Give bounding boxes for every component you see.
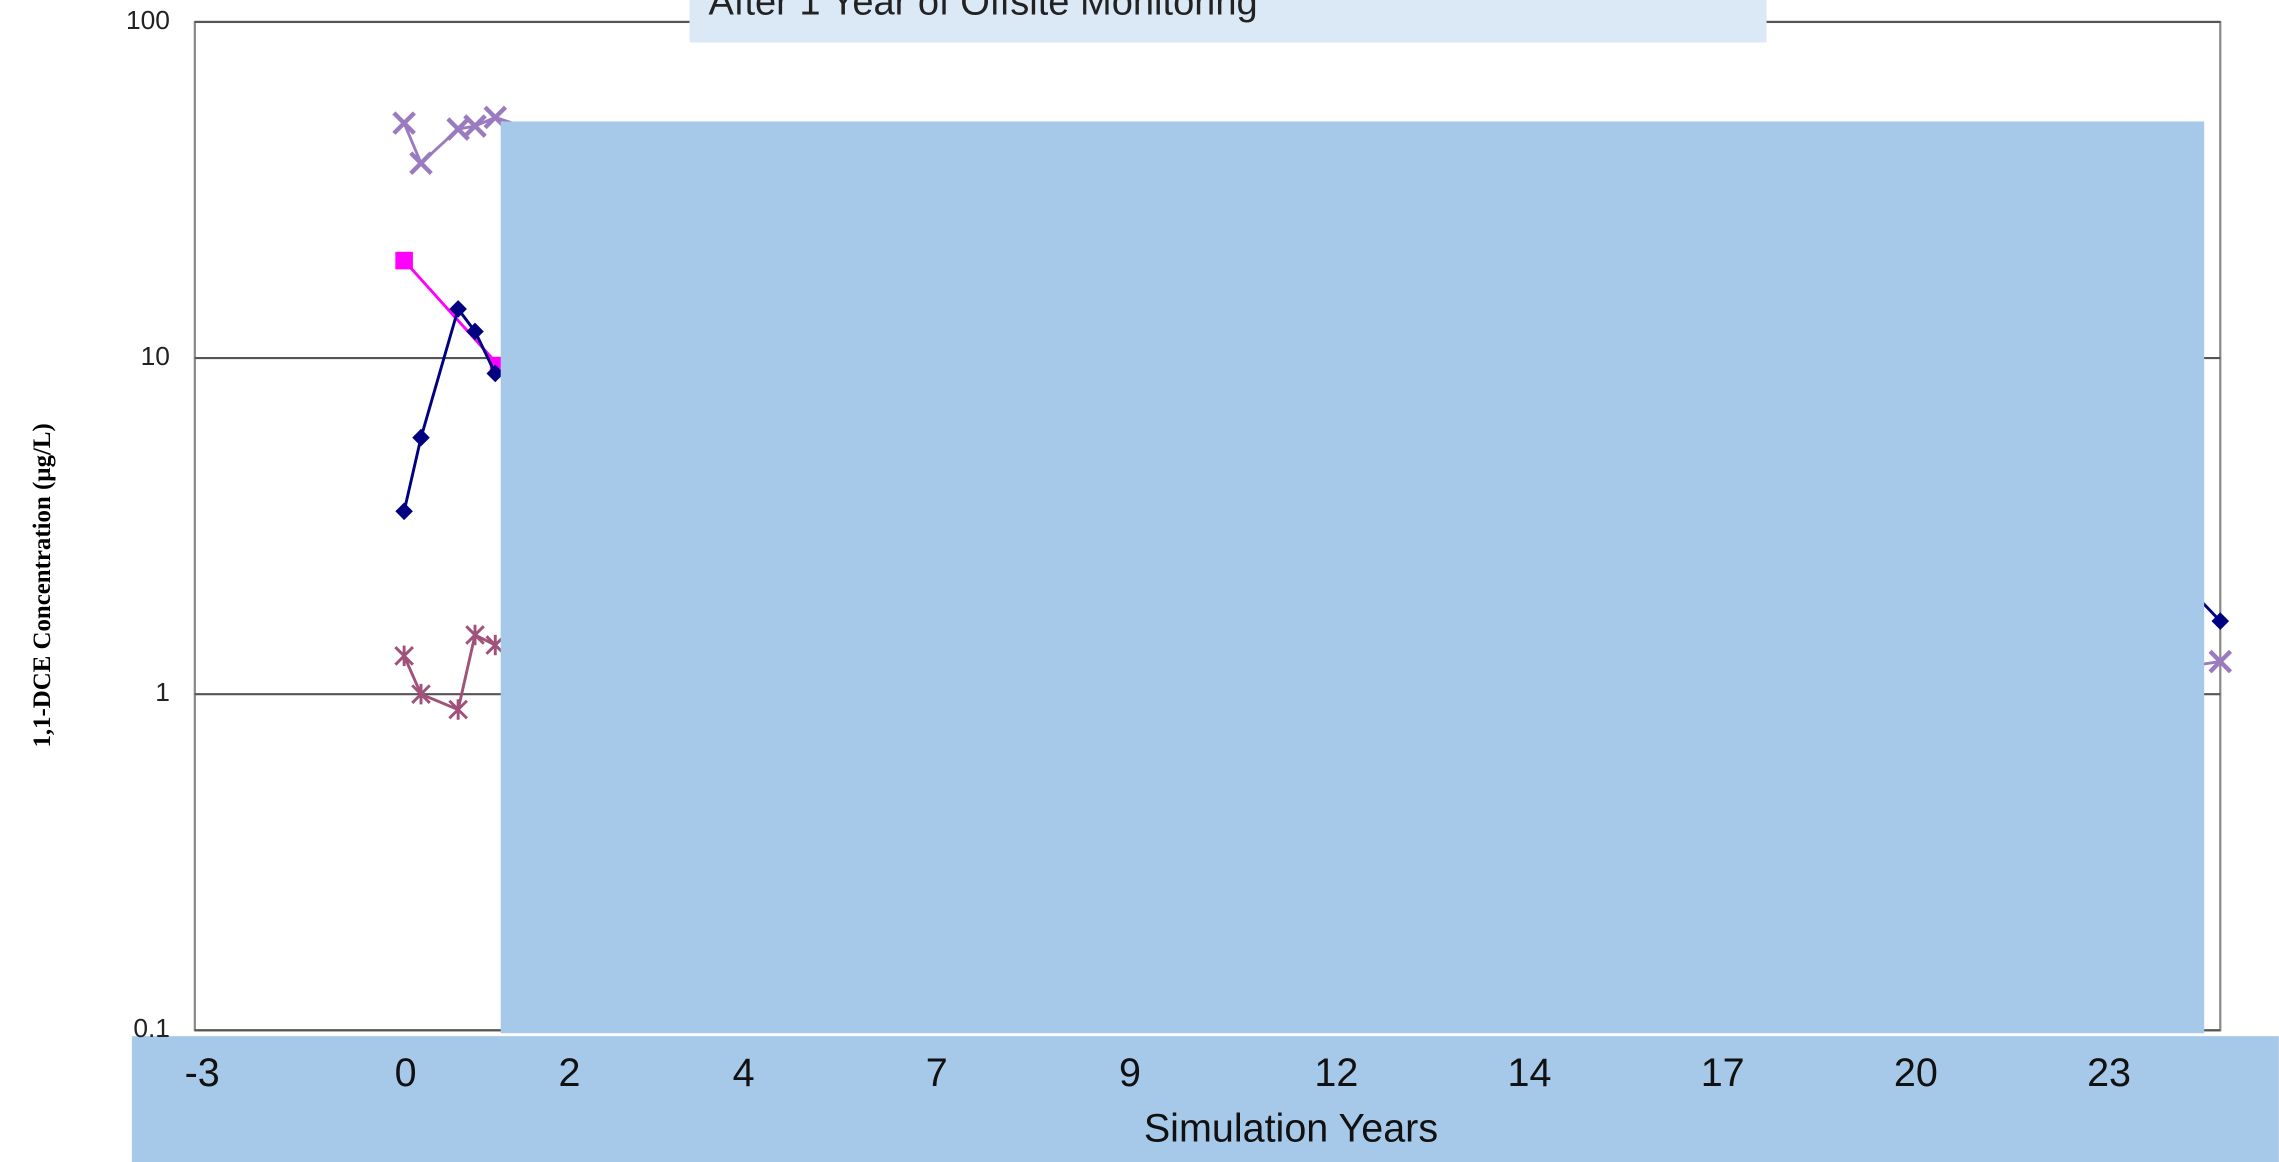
x-tick-label: 0 <box>395 1051 417 1095</box>
marker <box>2211 612 2230 630</box>
x-tick-label: 2 <box>558 1051 580 1095</box>
marker <box>463 114 487 138</box>
marker <box>409 151 433 175</box>
marker <box>395 251 413 270</box>
x-tick-label: 7 <box>926 1051 948 1095</box>
x-tick-label: 9 <box>1119 1051 1141 1095</box>
marker <box>2208 649 2233 674</box>
x-tick-label: 17 <box>1701 1051 1745 1095</box>
title-box <box>689 0 1767 43</box>
x-tick-label: 14 <box>1508 1051 1552 1095</box>
y-tick-label: 10 <box>141 341 170 371</box>
y-tick-label: 1 <box>155 677 170 707</box>
cover-box <box>500 121 2205 1034</box>
marker <box>395 502 413 521</box>
chart-title: After 1 Year of Offsite Monitoring <box>709 0 1258 23</box>
x-tick-label: 23 <box>2087 1051 2131 1095</box>
marker <box>411 683 431 705</box>
marker <box>465 624 485 646</box>
marker <box>448 699 468 720</box>
x-tick-label: 20 <box>1894 1051 1938 1095</box>
marker <box>394 645 414 667</box>
y-axis-label: 1,1-DCE Concentration (µg/L) <box>29 423 56 747</box>
x-label-strip <box>131 1036 2279 1162</box>
marker <box>412 428 430 447</box>
y-tick-label: 0.1 <box>133 1013 170 1043</box>
x-tick-label: -3 <box>185 1051 220 1095</box>
y-tick-label: 100 <box>126 5 170 35</box>
marker <box>449 300 467 318</box>
marker <box>392 111 416 135</box>
x-labels: -3 0 2 4 7 9 12 14 17 20 23 <box>185 1051 2131 1095</box>
x-tick-label: 4 <box>733 1051 755 1095</box>
x-axis-label: Simulation Years <box>1144 1107 1438 1151</box>
x-tick-label: 12 <box>1314 1051 1358 1095</box>
